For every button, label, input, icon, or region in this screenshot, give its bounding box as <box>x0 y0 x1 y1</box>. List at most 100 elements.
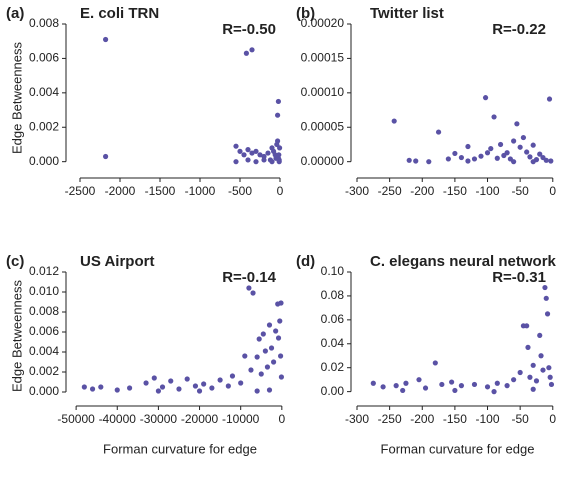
point <box>543 157 549 163</box>
point <box>370 380 376 386</box>
point <box>548 158 554 164</box>
point <box>525 344 531 350</box>
point <box>275 98 281 105</box>
point <box>275 112 281 118</box>
y-tick-label: 0.06 <box>321 312 345 326</box>
x-tick-label: -50 <box>511 184 529 198</box>
point <box>465 158 471 164</box>
point <box>225 383 231 389</box>
x-tick-label: -50 <box>511 412 529 426</box>
y-axis-label: Edge Betweenness <box>9 41 24 154</box>
x-tick-label: -500 <box>228 184 252 198</box>
point <box>511 138 517 144</box>
point <box>184 376 190 382</box>
point <box>458 383 465 389</box>
y-tick-label: 0.006 <box>29 51 59 65</box>
point <box>249 150 255 156</box>
annotation: R=-0.14 <box>222 269 276 286</box>
annotation: R=-0.31 <box>492 269 546 286</box>
point <box>482 95 489 101</box>
point <box>511 377 517 383</box>
point <box>265 150 271 156</box>
panel-label: (c) <box>6 253 24 270</box>
point <box>543 295 549 301</box>
point <box>269 159 275 165</box>
x-axis-label: Forman curvature for edge <box>381 441 535 456</box>
x-tick-label: -150 <box>443 184 467 198</box>
point <box>514 121 520 127</box>
y-tick-label: 0.012 <box>29 264 59 278</box>
point <box>432 360 438 366</box>
point <box>103 153 109 160</box>
point <box>258 371 264 377</box>
x-tick-label: -200 <box>410 184 434 198</box>
y-tick-label: 0.00 <box>321 384 345 398</box>
y-tick-label: 0.04 <box>321 336 345 350</box>
point <box>143 380 149 386</box>
point <box>520 134 527 141</box>
point <box>533 378 540 384</box>
y-tick-label: 0.004 <box>29 344 59 358</box>
point <box>168 378 174 384</box>
point <box>400 387 406 394</box>
point <box>151 375 157 381</box>
point <box>238 380 244 386</box>
point <box>233 143 239 149</box>
point <box>237 148 243 154</box>
point <box>484 150 491 156</box>
annotation: R=-0.50 <box>222 21 276 38</box>
point <box>530 142 536 148</box>
point <box>546 96 553 102</box>
chart-title: US Airport <box>80 253 154 270</box>
point <box>426 159 432 165</box>
point <box>537 332 543 339</box>
point <box>530 362 536 368</box>
point <box>524 149 530 155</box>
x-tick-label: -250 <box>378 412 402 426</box>
point <box>547 374 553 380</box>
point <box>201 381 207 387</box>
x-tick-label: -30000 <box>140 412 178 426</box>
point <box>89 386 96 392</box>
point <box>276 152 282 158</box>
point <box>245 157 251 163</box>
y-tick-label: 0.000 <box>29 384 59 398</box>
point <box>491 114 497 120</box>
point <box>262 348 268 354</box>
point <box>260 331 266 337</box>
y-tick-label: 0.00020 <box>301 16 345 30</box>
point <box>275 138 281 144</box>
point <box>248 367 254 373</box>
point <box>233 159 239 165</box>
x-tick-label: -2500 <box>65 184 96 198</box>
panel-label: (b) <box>296 5 315 22</box>
point <box>517 144 523 150</box>
x-tick-label: -40000 <box>99 412 137 426</box>
point <box>524 323 530 329</box>
point <box>273 328 279 334</box>
point <box>530 159 536 165</box>
point <box>253 159 259 165</box>
point <box>249 47 255 53</box>
point <box>544 311 551 317</box>
point <box>416 377 422 383</box>
point <box>449 379 455 385</box>
x-tick-label: -300 <box>345 184 369 198</box>
point <box>229 373 236 379</box>
point <box>471 381 478 388</box>
point <box>380 384 386 390</box>
point <box>277 145 283 151</box>
point <box>253 148 259 154</box>
point <box>403 380 409 386</box>
point <box>278 300 284 306</box>
point <box>511 159 517 165</box>
y-tick-label: 0.00015 <box>301 51 345 65</box>
point <box>527 374 533 380</box>
x-tick-label: -20000 <box>181 412 219 426</box>
panel-label: (a) <box>6 5 24 22</box>
point <box>273 155 279 161</box>
point <box>176 386 182 392</box>
y-tick-label: 0.006 <box>29 324 59 338</box>
annotation: R=-0.22 <box>492 21 546 38</box>
point <box>537 151 543 157</box>
